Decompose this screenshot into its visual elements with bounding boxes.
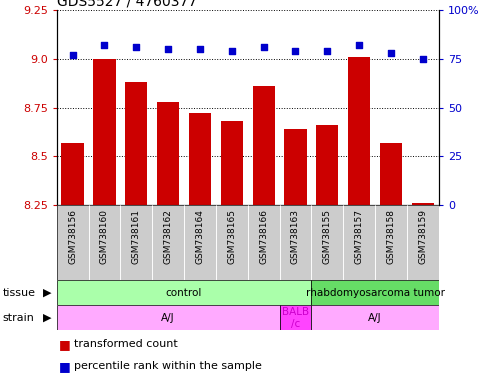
Text: GSM738158: GSM738158 (387, 209, 395, 264)
Text: BALB
/c: BALB /c (282, 307, 309, 329)
Bar (412, 204, 434, 205)
Bar (247, 205, 280, 280)
Text: GSM738163: GSM738163 (291, 209, 300, 264)
Bar (284, 129, 307, 205)
Text: rhabdomyosarcoma tumor: rhabdomyosarcoma tumor (306, 288, 445, 298)
Text: GSM738166: GSM738166 (259, 209, 268, 264)
Text: ■: ■ (59, 338, 71, 351)
Bar (120, 205, 152, 280)
Point (164, 46, 172, 52)
Text: GSM738162: GSM738162 (164, 209, 173, 264)
Bar (348, 56, 370, 205)
Point (387, 50, 395, 56)
Bar (57, 280, 312, 305)
Bar (280, 205, 312, 280)
Text: GSM738155: GSM738155 (323, 209, 332, 264)
Point (323, 48, 331, 54)
Bar (252, 86, 275, 205)
Bar (312, 205, 343, 280)
Text: GSM738159: GSM738159 (419, 209, 427, 264)
Point (132, 44, 140, 50)
Bar (407, 205, 439, 280)
Bar (152, 205, 184, 280)
Text: A/J: A/J (368, 313, 382, 323)
Text: ▶: ▶ (43, 313, 52, 323)
Bar (375, 205, 407, 280)
Bar (189, 113, 211, 205)
Bar (312, 280, 439, 305)
Text: GSM738156: GSM738156 (68, 209, 77, 264)
Bar (184, 205, 216, 280)
Bar (316, 125, 339, 205)
Point (419, 56, 427, 62)
Text: tissue: tissue (2, 288, 35, 298)
Bar (62, 143, 84, 205)
Text: A/J: A/J (161, 313, 175, 323)
Text: control: control (166, 288, 202, 298)
Text: GDS5527 / 4760377: GDS5527 / 4760377 (57, 0, 197, 8)
Bar (221, 121, 243, 205)
Point (69, 51, 76, 58)
Text: GSM738160: GSM738160 (100, 209, 109, 264)
Point (260, 44, 268, 50)
Text: GSM738157: GSM738157 (354, 209, 364, 264)
Bar (216, 205, 247, 280)
Text: ■: ■ (59, 360, 71, 373)
Text: transformed count: transformed count (74, 339, 177, 349)
Bar (57, 205, 89, 280)
Bar (57, 305, 280, 330)
Point (101, 42, 108, 48)
Text: percentile rank within the sample: percentile rank within the sample (74, 361, 262, 371)
Text: strain: strain (2, 313, 35, 323)
Bar (312, 305, 439, 330)
Text: ▶: ▶ (43, 288, 52, 298)
Bar (89, 205, 120, 280)
Text: GSM738164: GSM738164 (195, 209, 205, 264)
Point (355, 42, 363, 48)
Text: GSM738165: GSM738165 (227, 209, 236, 264)
Bar (157, 102, 179, 205)
Bar (343, 205, 375, 280)
Point (228, 48, 236, 54)
Point (291, 48, 299, 54)
Bar (280, 305, 312, 330)
Bar (93, 59, 115, 205)
Bar (125, 82, 147, 205)
Text: GSM738161: GSM738161 (132, 209, 141, 264)
Bar (380, 143, 402, 205)
Point (196, 46, 204, 52)
